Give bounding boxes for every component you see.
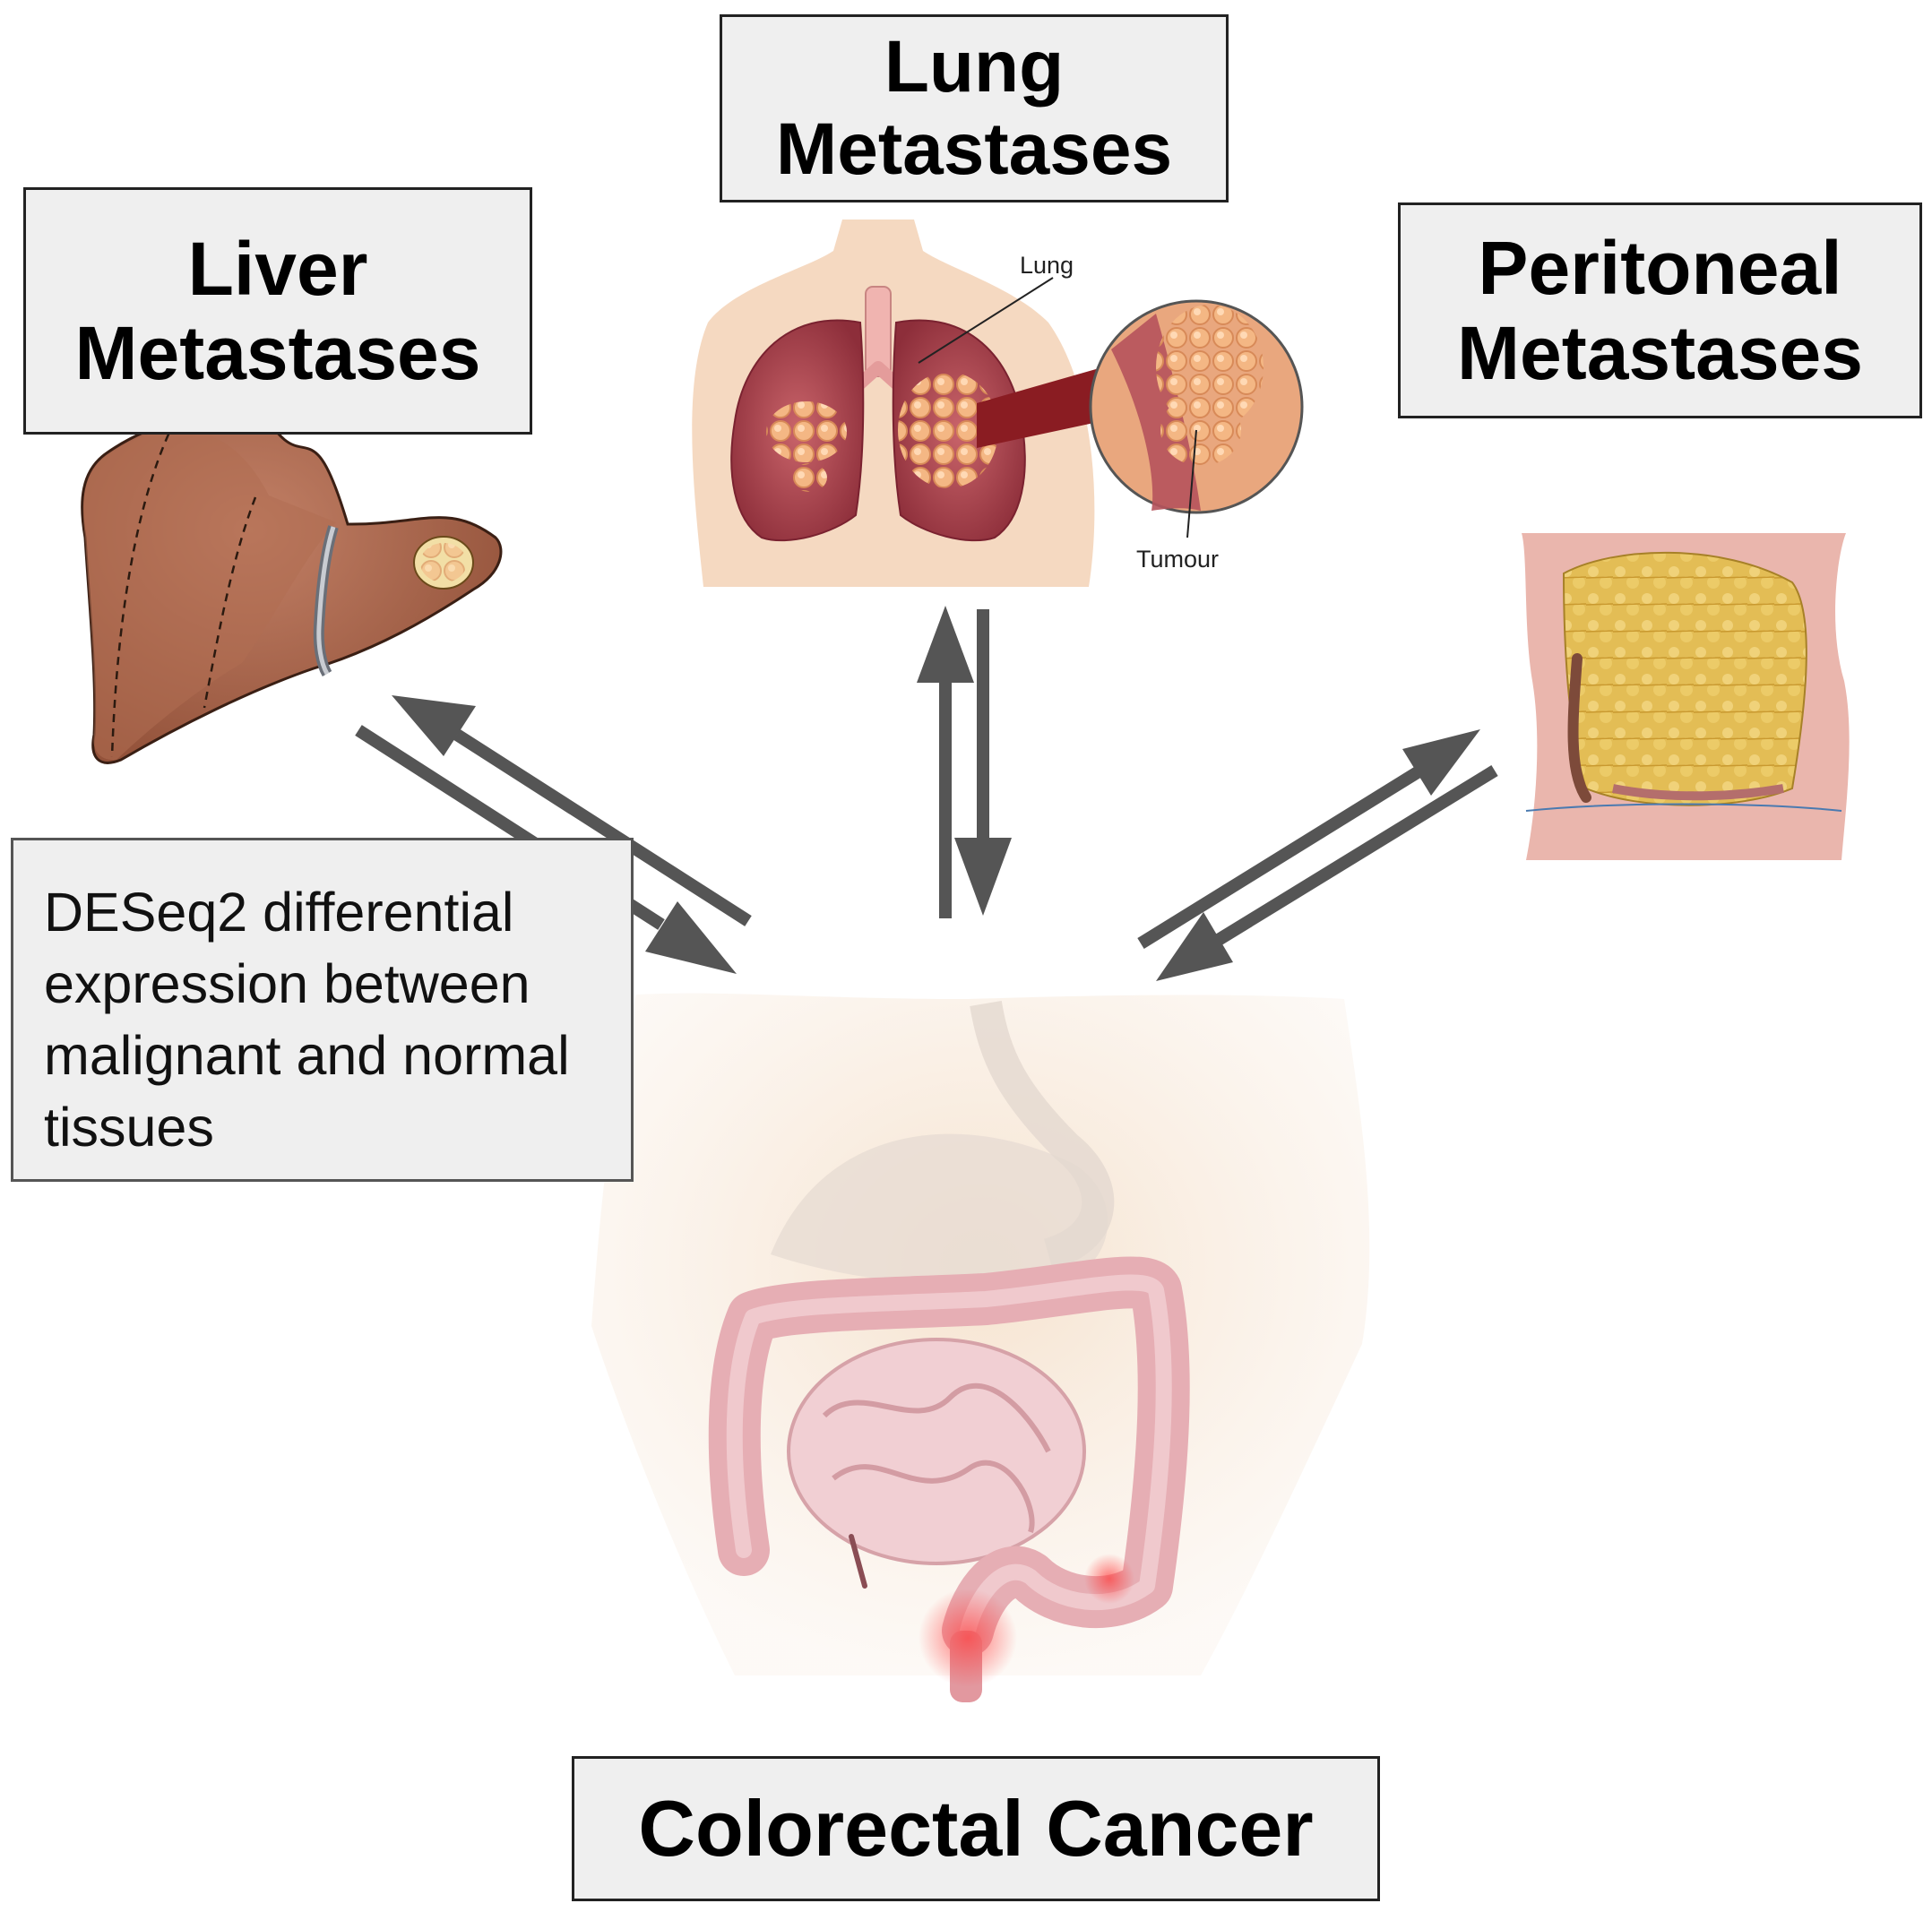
lung-callout-label: Lung xyxy=(1020,252,1074,279)
deseq2-annotation-box: DESeq2 differential expression between m… xyxy=(11,838,634,1182)
peritoneal-illustration xyxy=(1522,533,1850,860)
peritoneal-label-line-2: Metastases xyxy=(1457,310,1863,395)
arrow-colorectal-to-peritoneal xyxy=(1137,729,1480,949)
colorectal-cancer-label: Colorectal Cancer xyxy=(572,1756,1380,1901)
arrow-peritoneal-to-colorectal xyxy=(1156,765,1498,981)
colorectal-illustration xyxy=(591,993,1370,1702)
lung-label-line-2: Metastases xyxy=(775,108,1173,190)
peritoneal-label-line-1: Peritoneal xyxy=(1478,226,1842,311)
lung-label-line-1: Lung xyxy=(884,26,1065,108)
arrow-colorectal-to-lung xyxy=(917,606,974,918)
annotation-line-2: expression between xyxy=(44,953,530,1014)
liver-label-line-1: Liver xyxy=(187,226,368,311)
annotation-line-3: malignant and normal xyxy=(44,1025,570,1086)
lung-metastases-label: Lung Metastases xyxy=(720,14,1229,202)
arrow-colorectal-to-liver xyxy=(392,695,752,926)
lung-illustration: Lung Tumour xyxy=(692,220,1304,587)
peritoneal-metastases-label: Peritoneal Metastases xyxy=(1398,202,1922,418)
liver-metastases-label: Liver Metastases xyxy=(23,187,532,435)
tumour-callout-label: Tumour xyxy=(1136,546,1219,573)
arrow-lung-to-colorectal xyxy=(954,609,1012,916)
colorectal-label-text: Colorectal Cancer xyxy=(638,1783,1314,1873)
annotation-line-1: DESeq2 differential xyxy=(44,882,514,943)
annotation-line-4: tissues xyxy=(44,1097,214,1158)
liver-label-line-2: Metastases xyxy=(74,311,481,395)
liver-illustration xyxy=(81,403,503,764)
